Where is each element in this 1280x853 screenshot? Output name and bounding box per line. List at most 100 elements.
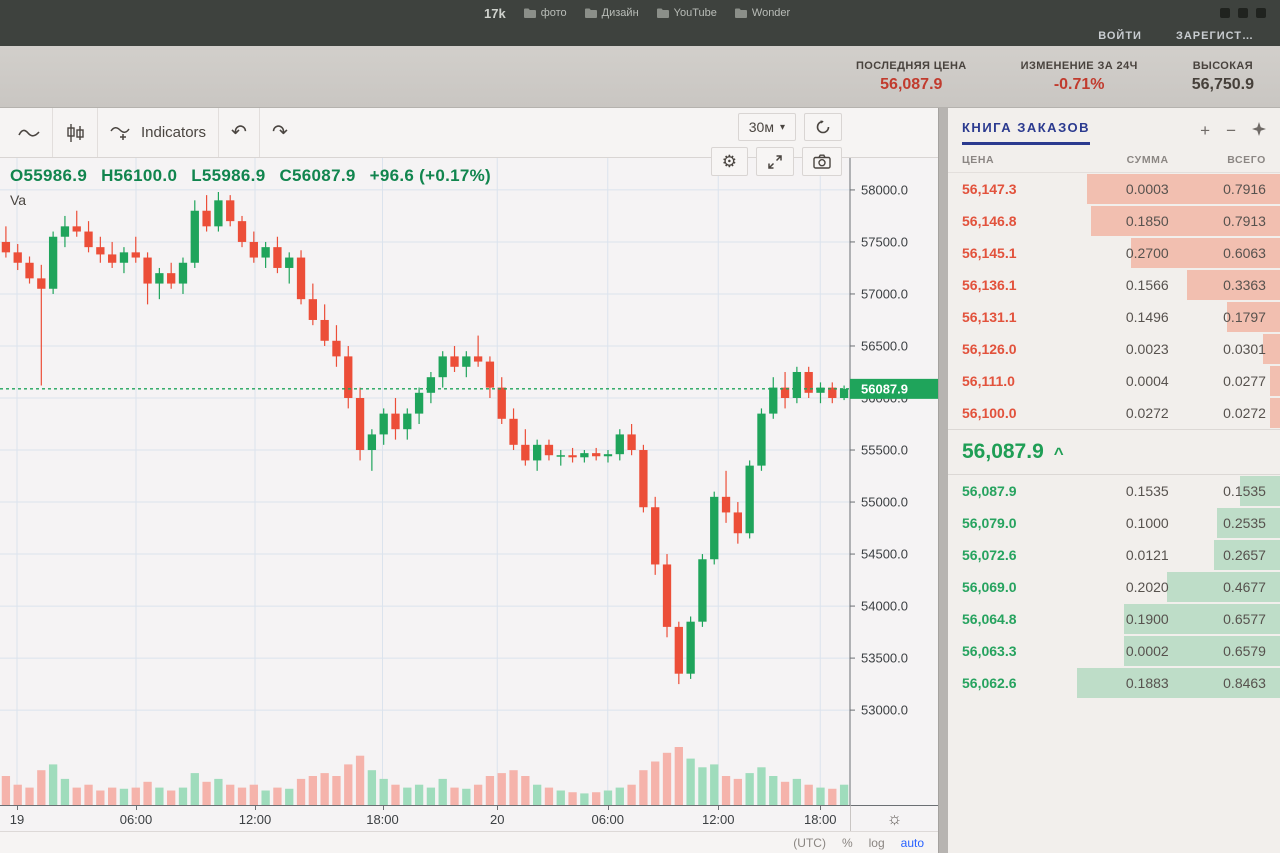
candlestick-chart[interactable]: 58000.057500.057000.056500.056000.055500…: [0, 158, 938, 805]
candle: [155, 273, 164, 284]
col-total: ВСЕГО: [1227, 154, 1266, 166]
line-style-button[interactable]: [6, 108, 53, 157]
time-axis[interactable]: 19 06:00 12:00 18:00 20 06:00 12:00 18:00: [0, 805, 850, 831]
zoom-out-button[interactable]: −: [1226, 121, 1236, 140]
order-price: 56,131.1: [962, 309, 1017, 325]
order-amount: 0.0023: [1125, 341, 1169, 357]
candle: [119, 252, 129, 263]
candle: [403, 413, 412, 430]
candlestick-icon: [67, 123, 84, 142]
tab-label[interactable]: 17k: [484, 5, 506, 21]
orderbook-bid-row[interactable]: 56,062.6 0.1883 0.8463: [948, 667, 1280, 699]
candle: [627, 434, 636, 451]
candle: [249, 241, 258, 258]
settings-button[interactable]: ⚙: [710, 147, 748, 176]
percent-scale-button[interactable]: %: [841, 835, 853, 850]
refresh-button[interactable]: [804, 113, 842, 141]
orderbook-bid-row[interactable]: 56,069.0 0.2020 0.4677: [948, 571, 1280, 603]
interval-label: 30м: [748, 119, 774, 135]
depth-bar: [1090, 206, 1280, 236]
orderbook-bid-row[interactable]: 56,087.9 0.1535 0.1535: [948, 475, 1280, 507]
volume-bar: [167, 790, 176, 805]
interval-dropdown[interactable]: 30м ▾: [737, 113, 796, 141]
price-tag-value: 56087.9: [861, 381, 908, 396]
order-amount: 0.1900: [1125, 611, 1169, 627]
bookmark-item[interactable]: фото: [523, 7, 567, 19]
orderbook-tab[interactable]: КНИГА ЗАКАЗОВ: [962, 120, 1091, 145]
orderbook-ask-row[interactable]: 56,131.1 0.1496 0.1797: [948, 301, 1280, 333]
orderbook-ask-row[interactable]: 56,147.3 0.0003 0.7916: [948, 173, 1280, 205]
redo-button[interactable]: ↷: [260, 108, 300, 157]
candles-style-button[interactable]: [53, 108, 98, 157]
volume-bar: [450, 787, 459, 805]
bookmark-item[interactable]: YouTube: [656, 7, 717, 19]
volume-bar: [308, 776, 317, 805]
depth-bar: [1270, 398, 1280, 428]
fullscreen-button[interactable]: [756, 147, 794, 176]
candle: [379, 413, 388, 435]
orderbook-ask-row[interactable]: 56,136.1 0.1566 0.3363: [948, 269, 1280, 301]
candle: [639, 450, 648, 508]
auto-scale-button[interactable]: auto: [900, 835, 924, 850]
bookmark-label: Дизайн: [601, 7, 639, 19]
log-scale-button[interactable]: log: [868, 835, 885, 850]
orderbook-settings-button[interactable]: [1252, 122, 1266, 139]
depth-bar: [1270, 366, 1280, 396]
folder-icon: [656, 8, 669, 18]
indicators-button[interactable]: Indicators: [98, 108, 220, 157]
order-amount: 0.1566: [1125, 277, 1169, 293]
orderbook-bid-row[interactable]: 56,064.8 0.1900 0.6577: [948, 603, 1280, 635]
orderbook-ask-row[interactable]: 56,100.0 0.0272 0.0272: [948, 397, 1280, 429]
chart-canvas[interactable]: 58000.057500.057000.056500.056000.055500…: [0, 158, 938, 805]
legend-close: C56087.9: [279, 166, 356, 185]
panel-scrollbar[interactable]: [938, 108, 948, 853]
extension-icon[interactable]: [1220, 8, 1230, 18]
depth-bar: [1167, 572, 1280, 602]
candle: [355, 398, 365, 451]
volume-bar: [273, 787, 282, 805]
register-link[interactable]: ЗАРЕГИСТ…: [1175, 30, 1254, 42]
extension-icon[interactable]: [1238, 8, 1248, 18]
screenshot-button[interactable]: [802, 147, 842, 176]
volume-bar: [651, 761, 660, 805]
order-total: 0.7916: [1223, 181, 1266, 197]
orderbook-ask-row[interactable]: 56,146.8 0.1850 0.7913: [948, 205, 1280, 237]
candle: [308, 299, 317, 320]
order-price: 56,064.8: [962, 611, 1017, 627]
redo-icon: ↷: [271, 122, 288, 143]
candle: [769, 387, 778, 414]
axis-settings-button[interactable]: ☼: [850, 805, 938, 831]
volume-bar: [391, 784, 400, 805]
volume-bar: [178, 787, 188, 805]
bookmark-item[interactable]: Wonder: [734, 7, 790, 19]
bookmark-item[interactable]: Дизайн: [584, 7, 639, 19]
order-price: 56,079.0: [962, 515, 1017, 531]
order-price: 56,146.8: [962, 213, 1017, 229]
volume-bar: [473, 784, 483, 805]
chevron-down-icon: ▾: [779, 121, 785, 133]
wave-icon: [18, 129, 40, 137]
folder-icon: [523, 8, 536, 18]
candle: [544, 444, 554, 456]
login-link[interactable]: ВОЙТИ: [1098, 30, 1142, 42]
browser-extension-icons: [1220, 8, 1266, 18]
candle: [533, 444, 542, 461]
browser-bar: 17k фото Дизайн YouTube Wonder ВОЙТИ ЗАРЕГИ…: [0, 0, 1280, 46]
zoom-in-button[interactable]: +: [1200, 121, 1211, 140]
depth-bar: [1187, 270, 1280, 300]
orderbook-bid-row[interactable]: 56,072.6 0.0121 0.2657: [948, 539, 1280, 571]
volume-bar: [580, 793, 589, 805]
orderbook-ask-row[interactable]: 56,126.0 0.0023 0.0301: [948, 333, 1280, 365]
order-total: 0.0301: [1223, 341, 1266, 357]
orderbook-ask-row[interactable]: 56,145.1 0.2700 0.6063: [948, 237, 1280, 269]
orderbook-bid-row[interactable]: 56,063.3 0.0002 0.6579: [948, 635, 1280, 667]
orderbook-bid-row[interactable]: 56,079.0 0.1000 0.2535: [948, 507, 1280, 539]
undo-button[interactable]: ↶: [219, 108, 260, 157]
bookmark-label: YouTube: [673, 7, 717, 19]
extension-icon[interactable]: [1256, 8, 1266, 18]
order-price: 56,126.0: [962, 341, 1017, 357]
orderbook-ask-row[interactable]: 56,111.0 0.0004 0.0277: [948, 365, 1280, 397]
candle: [674, 626, 683, 674]
timezone-label[interactable]: (UTC): [793, 835, 826, 850]
order-price: 56,087.9: [962, 483, 1017, 499]
